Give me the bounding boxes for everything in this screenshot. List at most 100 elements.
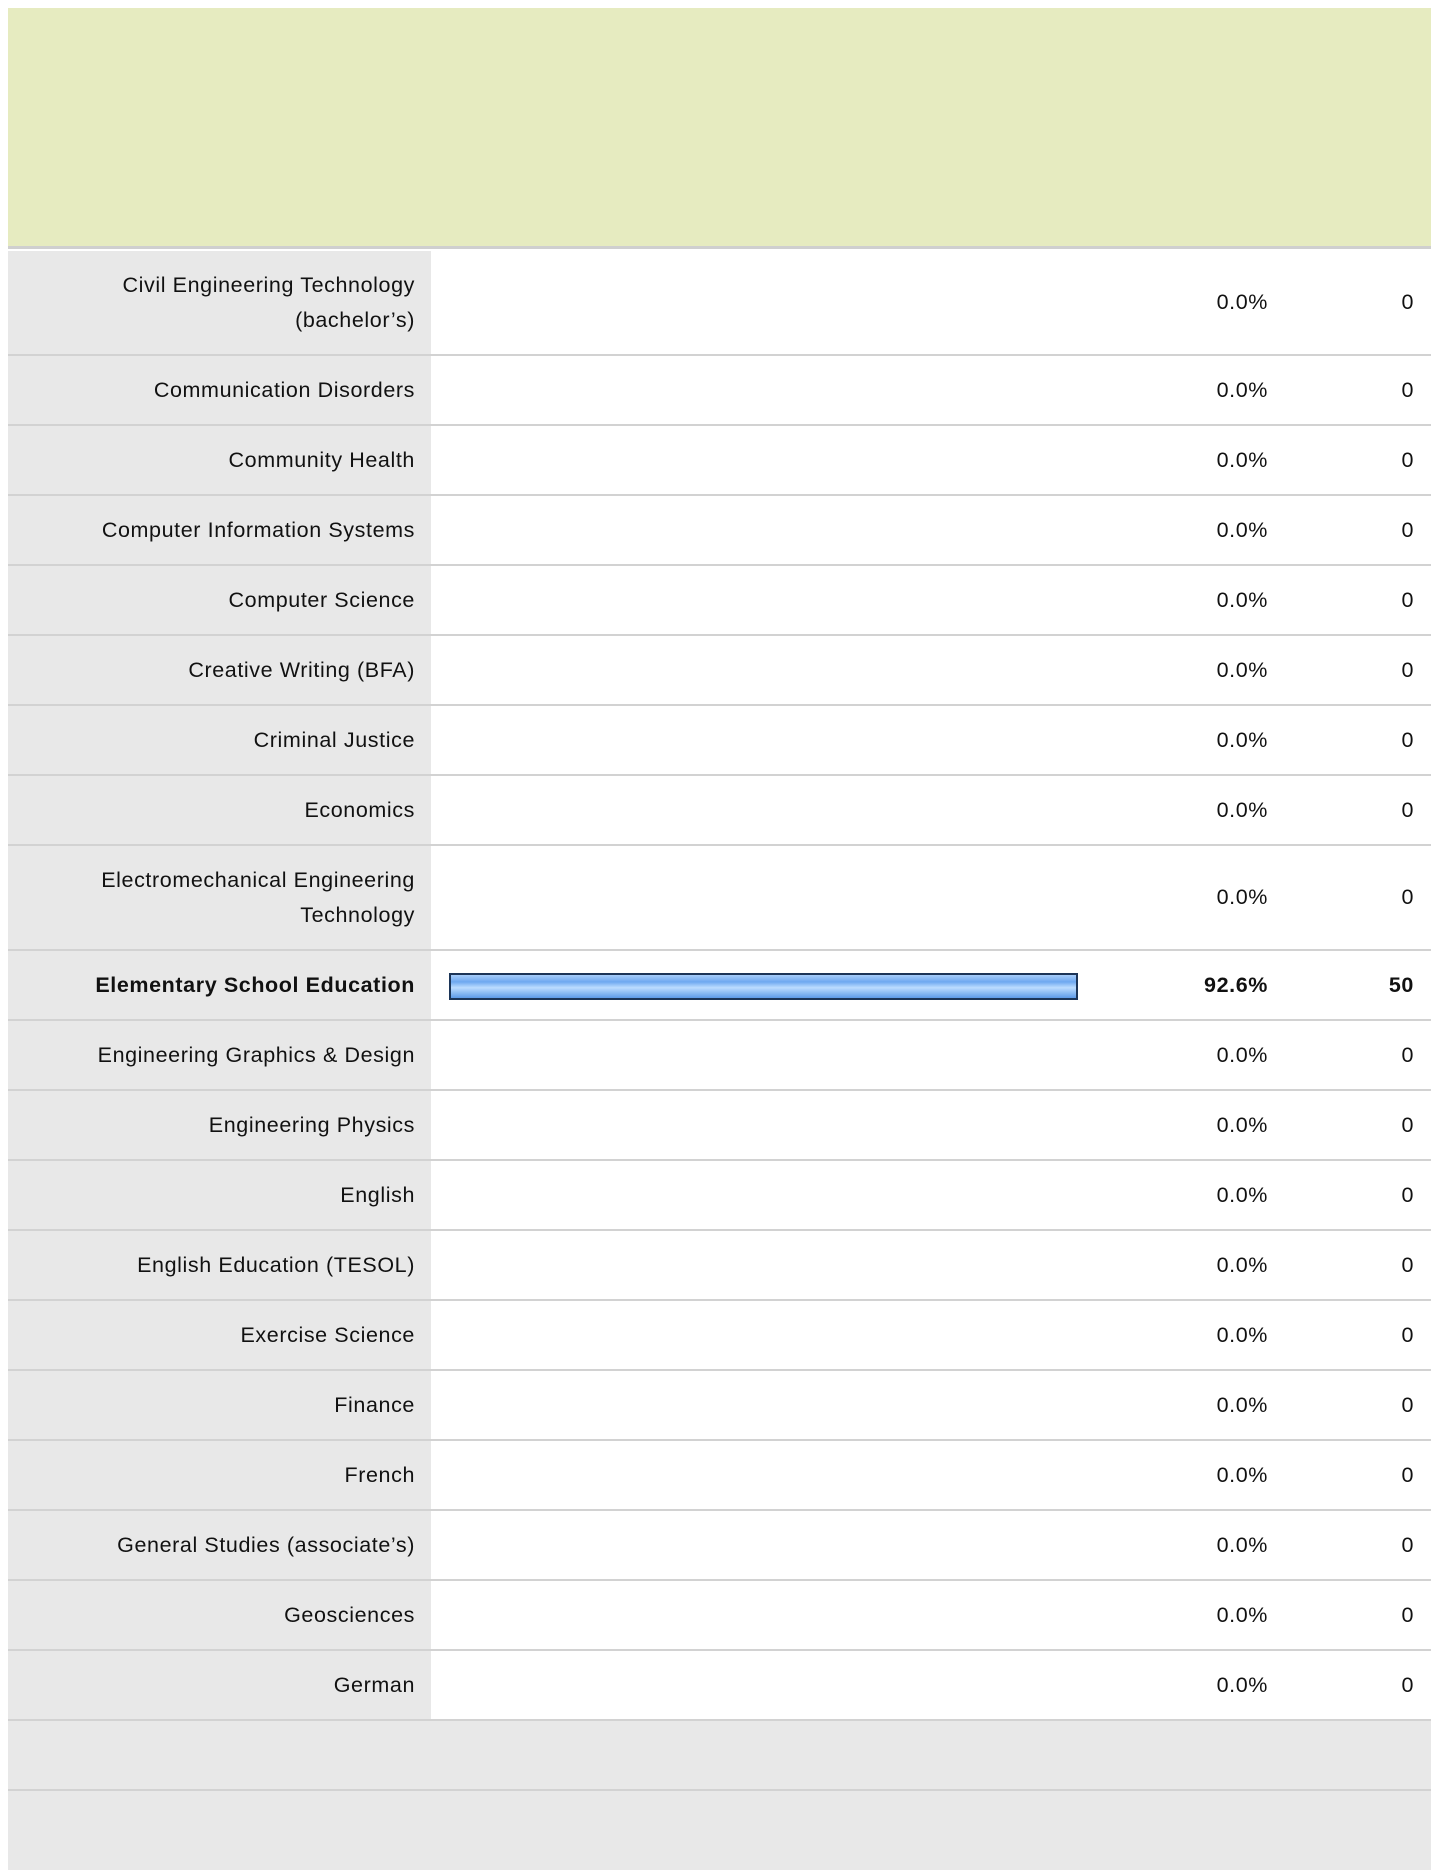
table-row: Exercise Science 0.0% 0 bbox=[8, 1301, 1431, 1371]
column-separator bbox=[1284, 1161, 1286, 1229]
count-label: 0 bbox=[1401, 797, 1414, 822]
column-separator bbox=[1284, 356, 1286, 424]
column-separator bbox=[1284, 1021, 1286, 1089]
column-separator bbox=[1137, 636, 1139, 704]
count-label: 0 bbox=[1401, 1322, 1414, 1347]
column-separator bbox=[1284, 1441, 1286, 1509]
column-separator bbox=[1137, 1371, 1139, 1439]
footer-row bbox=[8, 1791, 1431, 1870]
count-label: 0 bbox=[1401, 1462, 1414, 1487]
row-label: English bbox=[8, 1161, 431, 1229]
column-separator bbox=[1284, 951, 1286, 1019]
table-row: Finance 0.0% 0 bbox=[8, 1371, 1431, 1441]
share-label: 0.0% bbox=[1216, 1462, 1268, 1487]
table-row: English Education (TESOL) 0.0% 0 bbox=[8, 1231, 1431, 1301]
share-label: 92.6% bbox=[1204, 972, 1268, 997]
share-label: 0.0% bbox=[1216, 1112, 1268, 1137]
column-separator bbox=[1137, 566, 1139, 634]
row-label: Electromechanical Engineering Technology bbox=[8, 846, 431, 949]
column-separator bbox=[1137, 426, 1139, 494]
share-label: 0.0% bbox=[1216, 885, 1268, 909]
column-separator bbox=[1284, 706, 1286, 774]
count-label: 0 bbox=[1401, 657, 1414, 682]
row-label: Criminal Justice bbox=[8, 706, 431, 774]
count-label: 0 bbox=[1401, 1532, 1414, 1557]
column-separator bbox=[1137, 846, 1139, 949]
column-separator bbox=[1284, 636, 1286, 704]
column-separator bbox=[1284, 1371, 1286, 1439]
row-label: Creative Writing (BFA) bbox=[8, 636, 431, 704]
column-separator bbox=[1137, 951, 1139, 1019]
count-label: 0 bbox=[1401, 1182, 1414, 1207]
row-label: Computer Science bbox=[8, 566, 431, 634]
table-row: Criminal Justice 0.0% 0 bbox=[8, 706, 1431, 776]
share-bar bbox=[449, 973, 1078, 1000]
row-label: Exercise Science bbox=[8, 1301, 431, 1369]
share-label: 0.0% bbox=[1216, 447, 1268, 472]
column-separator bbox=[1137, 1021, 1139, 1089]
row-label: Computer Information Systems bbox=[8, 496, 431, 564]
share-label: 0.0% bbox=[1216, 1252, 1268, 1277]
row-label: General Studies (associate’s) bbox=[8, 1511, 431, 1579]
column-separator bbox=[1284, 1231, 1286, 1299]
row-label: Elementary School Education bbox=[8, 951, 431, 1019]
footer-row bbox=[8, 1721, 1431, 1791]
table-row: Electromechanical Engineering Technology… bbox=[8, 846, 1431, 951]
table-row: Creative Writing (BFA) 0.0% 0 bbox=[8, 636, 1431, 706]
column-separator bbox=[1284, 426, 1286, 494]
share-label: 0.0% bbox=[1216, 657, 1268, 682]
count-label: 0 bbox=[1401, 885, 1414, 909]
share-label: 0.0% bbox=[1216, 1672, 1268, 1697]
table-row: Engineering Physics 0.0% 0 bbox=[8, 1091, 1431, 1161]
count-label: 0 bbox=[1401, 377, 1414, 402]
share-label: 0.0% bbox=[1216, 797, 1268, 822]
share-label: 0.0% bbox=[1216, 1182, 1268, 1207]
column-separator bbox=[1137, 1301, 1139, 1369]
column-separator bbox=[1137, 1231, 1139, 1299]
share-label: 0.0% bbox=[1216, 517, 1268, 542]
share-label: 0.0% bbox=[1216, 290, 1268, 314]
column-separator bbox=[1137, 1511, 1139, 1579]
share-label: 0.0% bbox=[1216, 1322, 1268, 1347]
column-separator bbox=[1284, 1301, 1286, 1369]
count-label: 0 bbox=[1401, 1672, 1414, 1697]
table-row: German 0.0% 0 bbox=[8, 1651, 1431, 1721]
column-separator bbox=[1137, 1091, 1139, 1159]
row-label: Civil Engineering Technology (bachelor’s… bbox=[8, 251, 431, 354]
row-label: German bbox=[8, 1651, 431, 1719]
column-separator bbox=[1284, 846, 1286, 949]
table-row: Communication Disorders 0.0% 0 bbox=[8, 356, 1431, 426]
column-separator bbox=[1284, 1091, 1286, 1159]
share-label: 0.0% bbox=[1216, 1602, 1268, 1627]
row-label: French bbox=[8, 1441, 431, 1509]
header-band bbox=[8, 8, 1431, 249]
column-separator bbox=[1284, 496, 1286, 564]
count-label: 0 bbox=[1401, 587, 1414, 612]
count-label: 0 bbox=[1401, 1112, 1414, 1137]
table-row: Civil Engineering Technology (bachelor’s… bbox=[8, 251, 1431, 356]
column-separator bbox=[1284, 1511, 1286, 1579]
row-label: Finance bbox=[8, 1371, 431, 1439]
count-label: 0 bbox=[1401, 1042, 1414, 1067]
column-separator bbox=[1137, 1651, 1139, 1719]
count-label: 0 bbox=[1401, 517, 1414, 542]
table-row: Computer Science 0.0% 0 bbox=[8, 566, 1431, 636]
table-row: Engineering Graphics & Design 0.0% 0 bbox=[8, 1021, 1431, 1091]
table-row: English 0.0% 0 bbox=[8, 1161, 1431, 1231]
column-separator bbox=[1137, 706, 1139, 774]
column-separator bbox=[1137, 1441, 1139, 1509]
row-label: Communication Disorders bbox=[8, 356, 431, 424]
column-separator bbox=[1284, 1651, 1286, 1719]
column-separator bbox=[1284, 251, 1286, 354]
column-separator bbox=[1284, 566, 1286, 634]
row-label: English Education (TESOL) bbox=[8, 1231, 431, 1299]
share-label: 0.0% bbox=[1216, 1042, 1268, 1067]
table-row: General Studies (associate’s) 0.0% 0 bbox=[8, 1511, 1431, 1581]
row-label: Geosciences bbox=[8, 1581, 431, 1649]
table-row: French 0.0% 0 bbox=[8, 1441, 1431, 1511]
row-label: Engineering Physics bbox=[8, 1091, 431, 1159]
count-label: 0 bbox=[1401, 1602, 1414, 1627]
count-label: 0 bbox=[1401, 1252, 1414, 1277]
count-label: 0 bbox=[1401, 1392, 1414, 1417]
